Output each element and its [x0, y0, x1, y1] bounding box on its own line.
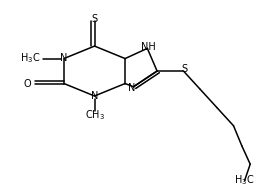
Text: N: N — [91, 91, 98, 101]
Text: S: S — [181, 64, 187, 74]
Text: H$_3$C: H$_3$C — [234, 174, 255, 187]
Text: O: O — [24, 79, 32, 89]
Text: S: S — [91, 14, 98, 24]
Text: H$_3$C: H$_3$C — [20, 52, 41, 65]
Text: NH: NH — [141, 42, 156, 52]
Text: N: N — [128, 83, 136, 93]
Text: CH$_3$: CH$_3$ — [85, 108, 105, 122]
Text: N: N — [60, 53, 68, 63]
